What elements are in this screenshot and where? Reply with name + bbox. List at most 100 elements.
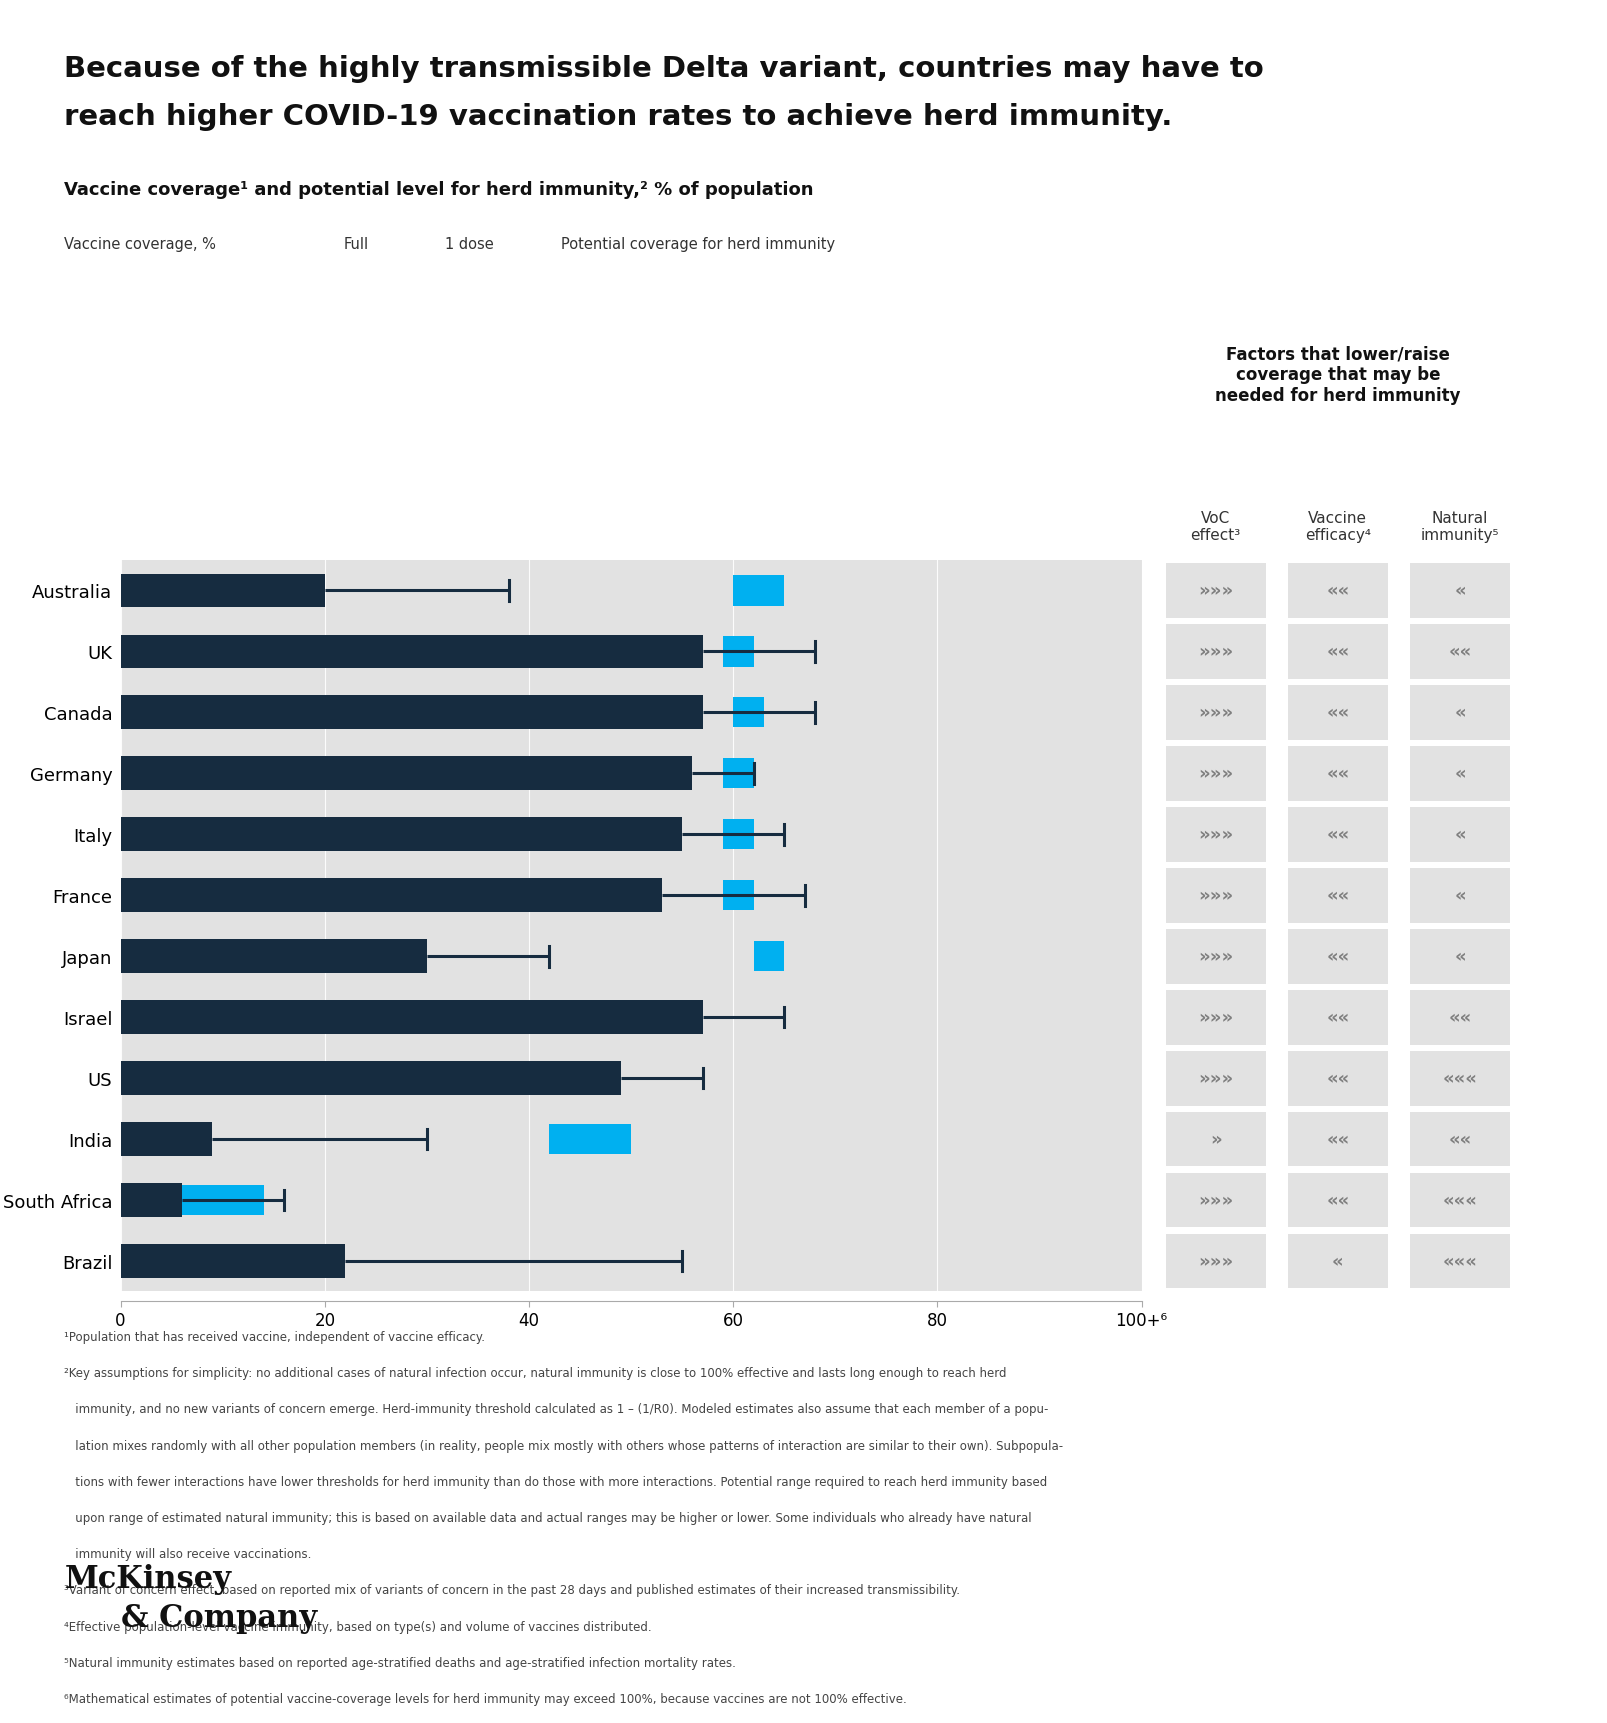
Text: ««: «« <box>1326 1070 1348 1087</box>
Bar <box>550 1123 630 1154</box>
Bar <box>1287 624 1387 679</box>
Text: ⁶Mathematical estimates of potential vaccine-coverage levels for herd immunity m: ⁶Mathematical estimates of potential vac… <box>64 1692 906 1706</box>
Bar <box>111 805 1181 865</box>
Text: «: « <box>1453 887 1466 905</box>
Text: immunity, and no new variants of concern emerge. Herd-immunity threshold calcula: immunity, and no new variants of concern… <box>64 1403 1048 1416</box>
Bar <box>111 1230 1181 1292</box>
Bar <box>723 820 754 849</box>
Bar <box>121 1001 702 1034</box>
Bar <box>1165 1051 1265 1106</box>
Text: «: « <box>1453 948 1466 965</box>
Bar <box>733 575 784 606</box>
Bar <box>1165 991 1265 1044</box>
Bar <box>1409 808 1509 862</box>
Text: immunity will also receive vaccinations.: immunity will also receive vaccinations. <box>64 1547 312 1561</box>
Bar <box>111 560 1181 622</box>
Text: 1 dose: 1 dose <box>445 238 493 252</box>
Bar <box>1287 1051 1387 1106</box>
Text: ««: «« <box>1326 643 1348 662</box>
Bar <box>1409 563 1509 619</box>
Text: Factors that lower/raise
coverage that may be
needed for herd immunity: Factors that lower/raise coverage that m… <box>1215 345 1459 405</box>
Bar <box>121 756 693 791</box>
Text: ⁴Effective population-level vaccine immunity, based on type(s) and volume of vac: ⁴Effective population-level vaccine immu… <box>64 1620 651 1633</box>
Text: ⁵Natural immunity estimates based on reported age-stratified deaths and age-stra: ⁵Natural immunity estimates based on rep… <box>64 1656 736 1670</box>
Bar <box>111 987 1181 1048</box>
Bar <box>1287 563 1387 619</box>
Text: ««: «« <box>1448 1130 1470 1149</box>
Bar <box>733 698 763 729</box>
Text: «««: ««« <box>1441 1191 1477 1210</box>
Bar <box>1287 868 1387 924</box>
Bar <box>1287 1111 1387 1166</box>
Text: «: « <box>1453 582 1466 600</box>
Text: Natural
immunity⁵: Natural immunity⁵ <box>1421 510 1498 543</box>
Text: reach higher COVID-19 vaccination rates to achieve herd immunity.: reach higher COVID-19 vaccination rates … <box>64 103 1172 131</box>
Text: ««: «« <box>1326 703 1348 722</box>
Bar <box>1287 1173 1387 1228</box>
Text: lation mixes randomly with all other population members (in reality, people mix : lation mixes randomly with all other pop… <box>64 1439 1062 1452</box>
Bar <box>121 879 662 913</box>
Bar <box>121 1244 346 1278</box>
Text: »»»: »»» <box>1197 825 1233 844</box>
Bar <box>1287 808 1387 862</box>
Text: »»»: »»» <box>1197 582 1233 600</box>
Bar <box>1287 991 1387 1044</box>
Text: »»»: »»» <box>1197 703 1233 722</box>
Bar <box>1165 868 1265 924</box>
Text: ««: «« <box>1326 582 1348 600</box>
Bar <box>1165 1234 1265 1289</box>
Bar <box>1165 686 1265 741</box>
Bar <box>1409 1234 1509 1289</box>
Bar <box>1409 929 1509 984</box>
Text: ««: «« <box>1326 1008 1348 1027</box>
Bar <box>1165 624 1265 679</box>
Text: «: « <box>1453 825 1466 844</box>
Bar <box>121 1123 212 1156</box>
Bar <box>111 927 1181 987</box>
Bar <box>1409 991 1509 1044</box>
Bar <box>1165 563 1265 619</box>
Text: Vaccine coverage, %: Vaccine coverage, % <box>64 238 215 252</box>
Text: »»»: »»» <box>1197 948 1233 965</box>
Text: Vaccine
efficacy⁴: Vaccine efficacy⁴ <box>1303 510 1371 543</box>
Bar <box>1287 746 1387 801</box>
Bar <box>723 758 754 789</box>
Bar <box>1165 1173 1265 1228</box>
Text: & Company: & Company <box>121 1602 317 1633</box>
Bar <box>1165 929 1265 984</box>
Text: Vaccine coverage¹ and potential level for herd immunity,² % of population: Vaccine coverage¹ and potential level fo… <box>64 181 813 198</box>
Text: «: « <box>1453 703 1466 722</box>
Bar <box>1409 1111 1509 1166</box>
Text: ¹Population that has received vaccine, independent of vaccine efficacy.: ¹Population that has received vaccine, i… <box>64 1330 485 1344</box>
Bar <box>365 1063 437 1094</box>
Text: ³Variant of concern effect, based on reported mix of variants of concern in the : ³Variant of concern effect, based on rep… <box>64 1583 959 1597</box>
Text: VoC
effect³: VoC effect³ <box>1189 510 1241 543</box>
Bar <box>1409 868 1509 924</box>
Bar <box>1409 1051 1509 1106</box>
Text: McKinsey: McKinsey <box>64 1563 231 1594</box>
Text: ««: «« <box>1326 948 1348 965</box>
Bar <box>1409 686 1509 741</box>
Bar <box>1165 808 1265 862</box>
Bar <box>1287 929 1387 984</box>
Text: »»»: »»» <box>1197 1253 1233 1270</box>
Text: »»»: »»» <box>1197 1008 1233 1027</box>
Text: ²Key assumptions for simplicity: no additional cases of natural infection occur,: ²Key assumptions for simplicity: no addi… <box>64 1366 1006 1380</box>
Bar <box>1165 1111 1265 1166</box>
Text: ««: «« <box>1326 825 1348 844</box>
Bar <box>121 818 681 851</box>
Text: ««: «« <box>1326 765 1348 782</box>
Bar <box>111 622 1181 682</box>
Bar <box>1287 686 1387 741</box>
Text: «««: ««« <box>1441 1070 1477 1087</box>
Bar <box>723 638 754 667</box>
Bar <box>632 1003 681 1032</box>
Bar <box>121 1184 182 1216</box>
Text: upon range of estimated natural immunity; this is based on available data and ac: upon range of estimated natural immunity… <box>64 1511 1032 1525</box>
Text: ««: «« <box>1448 1008 1470 1027</box>
Bar <box>111 1170 1181 1230</box>
Bar <box>111 682 1181 743</box>
Bar <box>1287 1234 1387 1289</box>
Bar <box>111 865 1181 927</box>
Text: ««: «« <box>1448 643 1470 662</box>
